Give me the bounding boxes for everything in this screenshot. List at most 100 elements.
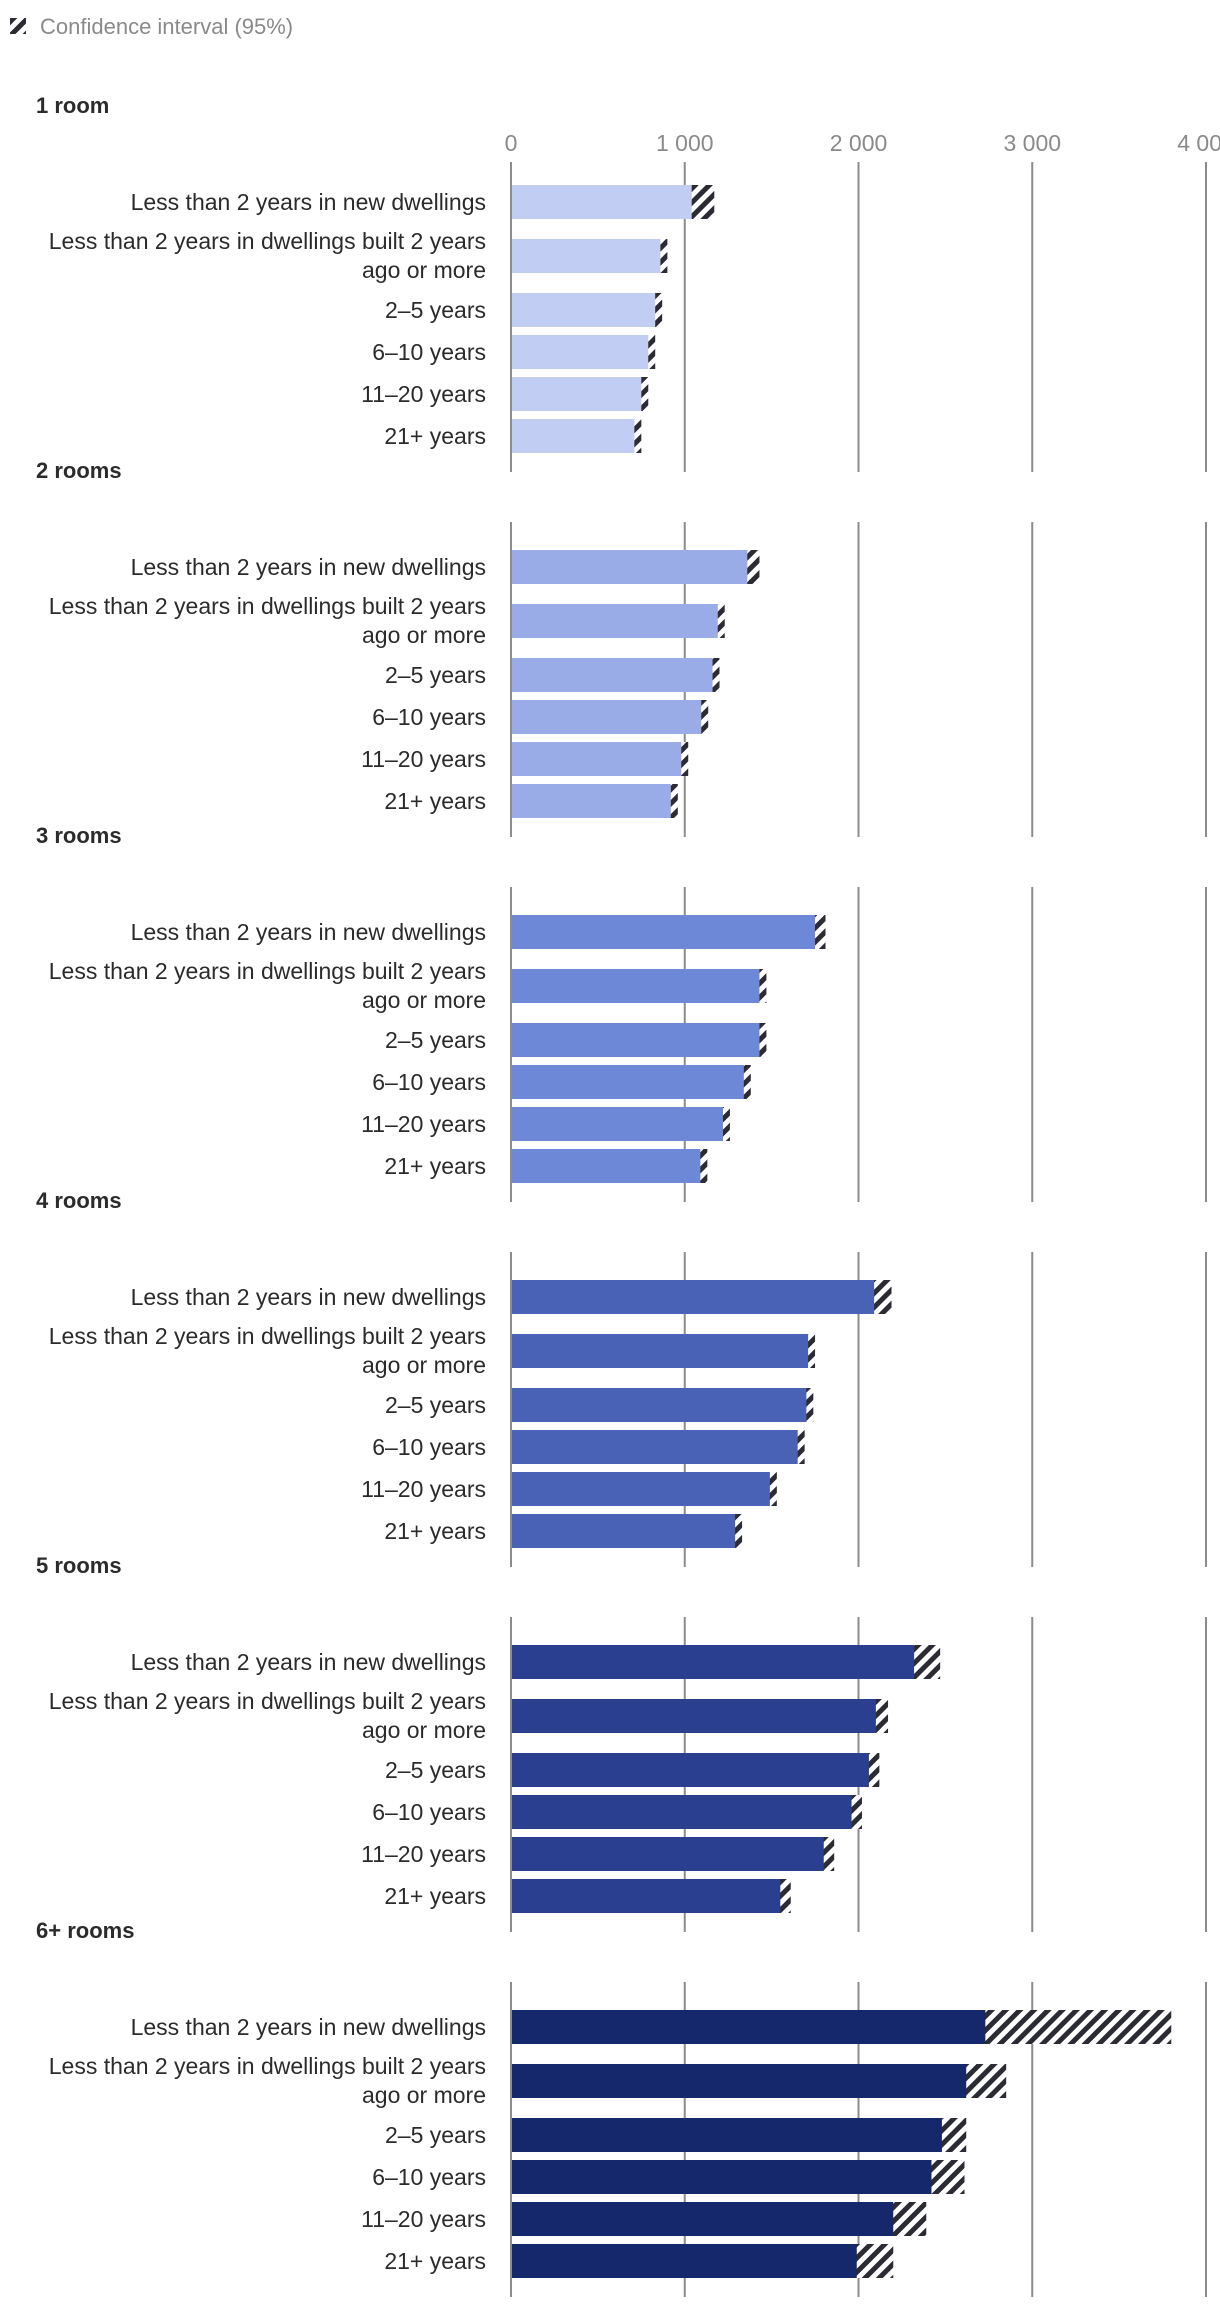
- category-label: 21+ years: [384, 423, 486, 449]
- confidence-interval: [717, 604, 725, 638]
- category-label: Less than 2 years in new dwellings: [131, 919, 486, 945]
- confidence-interval: [701, 700, 709, 734]
- category-label: 11–20 years: [361, 381, 486, 407]
- confidence-interval: [966, 2064, 1007, 2098]
- bar: [511, 239, 664, 273]
- confidence-interval: [806, 1388, 814, 1422]
- confidence-interval: [634, 419, 642, 453]
- confidence-interval: [641, 377, 649, 411]
- bar: [511, 2010, 1080, 2044]
- bar: [511, 1514, 739, 1548]
- confidence-interval: [856, 2244, 894, 2278]
- panel: 4 rooms Less than 2 years in new dwelling…: [36, 1188, 1207, 1567]
- panel-title: 4 rooms: [36, 1188, 122, 1213]
- category-label: 11–20 years: [361, 1841, 486, 1867]
- category-label: Less than 2 years in new dwellings: [131, 189, 486, 215]
- confidence-interval: [769, 1472, 777, 1506]
- bar: [511, 2118, 958, 2152]
- category-label: Less than 2 years in new dwellings: [131, 1284, 486, 1310]
- bar: [511, 1388, 810, 1422]
- category-label: 2–5 years: [385, 297, 486, 323]
- category-label: ago or more: [362, 1352, 486, 1378]
- bar: [511, 1065, 748, 1099]
- category-label: 11–20 years: [361, 2206, 486, 2232]
- bar: [511, 2244, 871, 2278]
- bar: [511, 293, 659, 327]
- category-label: 6–10 years: [372, 339, 486, 365]
- category-label: Less than 2 years in new dwellings: [131, 1649, 486, 1675]
- bar: [511, 1430, 802, 1464]
- bar: [511, 335, 652, 369]
- category-label: 11–20 years: [361, 1111, 486, 1137]
- legend-hatch-icon: [10, 18, 26, 34]
- category-label: 6–10 years: [372, 1434, 486, 1460]
- confidence-interval: [914, 1645, 941, 1679]
- x-axis-tick-label: 2 000: [830, 130, 888, 156]
- confidence-interval: [808, 1334, 816, 1368]
- bar: [511, 1795, 857, 1829]
- panel: 6+ rooms Less than 2 years in new dwellin…: [36, 1918, 1207, 2297]
- confidence-interval: [823, 1837, 835, 1871]
- category-label: Less than 2 years in dwellings built 2 y…: [49, 1688, 486, 1714]
- category-label: 11–20 years: [361, 1476, 486, 1502]
- bar: [511, 550, 753, 584]
- bar: [511, 969, 763, 1003]
- panel-title: 5 rooms: [36, 1553, 122, 1578]
- confidence-interval: [743, 1065, 751, 1099]
- bar: [511, 1753, 875, 1787]
- bar: [511, 700, 705, 734]
- panel: 3 rooms Less than 2 years in new dwelling…: [36, 823, 1207, 1202]
- category-label: Less than 2 years in dwellings built 2 y…: [49, 2053, 486, 2079]
- bar: [511, 1472, 774, 1506]
- confidence-interval: [691, 185, 715, 219]
- legend-label: Confidence interval (95%): [40, 14, 293, 39]
- category-label: 21+ years: [384, 2248, 486, 2274]
- panel-title: 1 room: [36, 93, 109, 118]
- confidence-interval: [851, 1795, 862, 1829]
- bar: [511, 742, 685, 776]
- category-label: Less than 2 years in dwellings built 2 y…: [49, 228, 486, 254]
- x-axis-tick-label: 3 000: [1003, 130, 1061, 156]
- bar: [511, 2160, 949, 2194]
- category-label: Less than 2 years in new dwellings: [131, 2014, 486, 2040]
- confidence-interval: [985, 2010, 1172, 2044]
- category-label: Less than 2 years in dwellings built 2 y…: [49, 958, 486, 984]
- confidence-interval: [780, 1879, 791, 1913]
- bar: [511, 377, 645, 411]
- confidence-interval: [700, 1149, 708, 1183]
- panel: 5 rooms Less than 2 years in new dwelling…: [36, 1553, 1207, 1932]
- confidence-interval: [735, 1514, 743, 1548]
- bar: [511, 1837, 829, 1871]
- bar: [511, 915, 821, 949]
- category-label: 6–10 years: [372, 2164, 486, 2190]
- panels: 1 room 0 1 000 2 000 3 000 4 000 Less than 2 y…: [36, 93, 1220, 2297]
- category-label: 21+ years: [384, 1883, 486, 1909]
- bar: [511, 784, 675, 818]
- category-label: 2–5 years: [385, 1392, 486, 1418]
- category-label: ago or more: [362, 257, 486, 283]
- category-label: ago or more: [362, 622, 486, 648]
- confidence-interval: [874, 1280, 892, 1314]
- category-label: 21+ years: [384, 1518, 486, 1544]
- category-label: 6–10 years: [372, 1069, 486, 1095]
- confidence-interval: [893, 2202, 927, 2236]
- bar: [511, 1334, 812, 1368]
- category-label: ago or more: [362, 987, 486, 1013]
- confidence-interval: [759, 1023, 767, 1057]
- confidence-interval: [655, 293, 663, 327]
- category-label: 2–5 years: [385, 1027, 486, 1053]
- category-label: ago or more: [362, 2082, 486, 2108]
- panel: 1 room 0 1 000 2 000 3 000 4 000 Less than 2 y…: [36, 93, 1220, 472]
- bar: [511, 604, 722, 638]
- panel: 2 rooms Less than 2 years in new dwelling…: [36, 458, 1207, 837]
- x-axis-tick-label: 4 000: [1177, 130, 1220, 156]
- confidence-interval: [648, 335, 656, 369]
- x-axis-tick-label: 0: [505, 130, 518, 156]
- confidence-interval: [670, 784, 678, 818]
- confidence-interval: [815, 915, 826, 949]
- confidence-interval: [759, 969, 767, 1003]
- bar: [511, 1280, 883, 1314]
- bar: [511, 658, 717, 692]
- bar: [511, 2064, 986, 2098]
